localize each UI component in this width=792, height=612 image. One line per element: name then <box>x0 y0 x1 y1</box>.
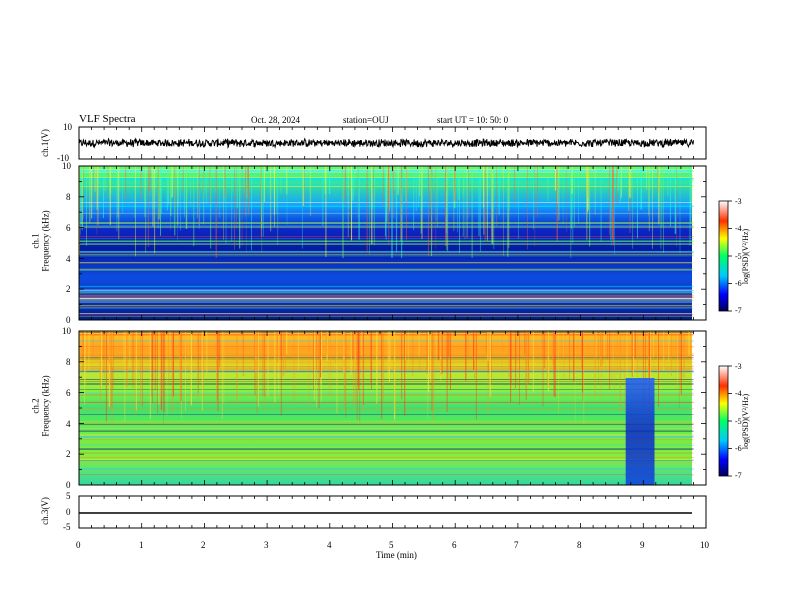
ch1-colorbar <box>718 200 729 312</box>
xtick-label: 5 <box>389 540 394 550</box>
ch3-ytick-label: 0 <box>66 507 71 517</box>
spec2-ytick-label: 10 <box>62 326 71 336</box>
spec1-ytick-label: 4 <box>66 254 71 264</box>
cb2-tick-label: -6 <box>735 444 742 453</box>
ch2-colorbar <box>718 365 729 477</box>
ch2-burst-region <box>625 378 655 485</box>
xtick-label: 4 <box>327 540 332 550</box>
ch3-ytick-label: 5 <box>66 491 71 501</box>
station-label: station=OUJ <box>343 115 389 125</box>
spec2-ytick-label: 4 <box>66 419 71 429</box>
ch1-waveform-ylabel: ch.1(V) <box>39 129 50 157</box>
spec2-ytick-label: 6 <box>66 388 71 398</box>
ch1-spectrogram-texture <box>79 166 694 317</box>
xtick-label: 7 <box>514 540 519 550</box>
axis-ticks <box>78 127 732 528</box>
cb1-tick-label: -5 <box>735 252 742 261</box>
cb1-tick-label: -3 <box>735 197 742 206</box>
start-ut-label: start UT = 10: 50: 0 <box>437 115 509 125</box>
cb1-label: log(PSD)(V²/Hz) <box>741 228 751 285</box>
ch2-spectrogram-ylabel: ch.2 Frequency (kHz) <box>30 375 51 437</box>
cb1-tick-label: -7 <box>735 306 742 315</box>
spec2-ytick-label: 2 <box>66 449 71 459</box>
chart-title: VLF Spectra <box>79 113 136 125</box>
cb1-tick-label: -4 <box>735 224 742 233</box>
xaxis-label: Time (min) <box>376 550 417 560</box>
cb2-tick-label: -5 <box>735 417 742 426</box>
ch2-spectrogram-texture <box>78 331 694 486</box>
ch3-waveform-ylabel: ch.3(V) <box>39 497 50 525</box>
ch1-ytick-label: 10 <box>63 122 72 132</box>
spec1-ytick-label: 6 <box>66 223 71 233</box>
cb2-tick-label: -4 <box>735 389 742 398</box>
xtick-label: 8 <box>577 540 582 550</box>
xtick-label: 3 <box>264 540 269 550</box>
cb2-tick-label: -7 <box>735 471 742 480</box>
spec1-ytick-label: 10 <box>62 161 71 171</box>
xtick-label: 10 <box>700 540 709 550</box>
ch1-spectrogram-ylabel: ch.1 Frequency (kHz) <box>30 210 51 272</box>
cb2-label: log(PSD)(V²/Hz) <box>741 393 751 450</box>
xtick-label: 6 <box>452 540 457 550</box>
spec1-ytick-label: 8 <box>66 192 71 202</box>
spec1-ytick-label: 2 <box>66 284 71 294</box>
ch3-ytick-label: -5 <box>63 522 71 532</box>
xtick-label: 2 <box>201 540 206 550</box>
ch1-waveform-trace <box>78 137 694 149</box>
xtick-label: 1 <box>139 540 144 550</box>
date-label: Oct. 28, 2024 <box>251 115 300 125</box>
spec2-ytick-label: 0 <box>66 480 71 490</box>
spec2-ytick-label: 8 <box>66 357 71 367</box>
xtick-label: 0 <box>76 540 81 550</box>
cb2-tick-label: -3 <box>735 362 742 371</box>
spec1-ytick-label: 0 <box>66 315 71 325</box>
xtick-label: 9 <box>640 540 645 550</box>
ch1-ytick-label: -10 <box>57 153 69 163</box>
cb1-tick-label: -6 <box>735 279 742 288</box>
